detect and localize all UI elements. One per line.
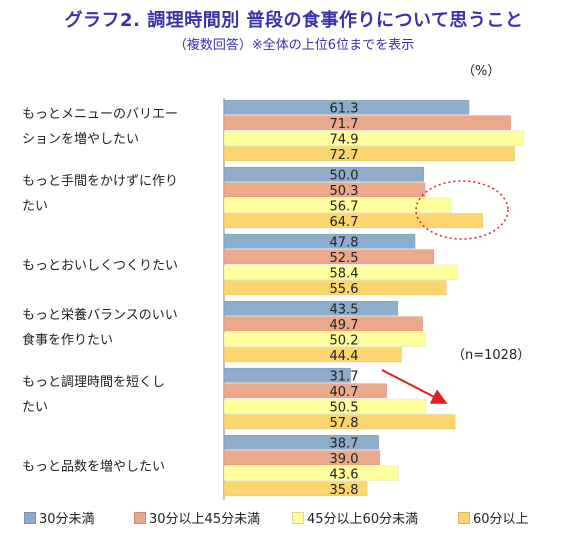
- data-label: 50.2: [330, 334, 359, 349]
- bar: [223, 115, 512, 131]
- bar: [223, 316, 424, 332]
- legend-item: 45分以上60分未満: [292, 508, 418, 527]
- data-label: 47.8: [330, 236, 359, 251]
- bar: [223, 166, 425, 182]
- legend-item: 30分以上45分未満: [134, 508, 260, 527]
- legend-label: 45分以上60分未満: [307, 512, 419, 527]
- category-label: もっと品数を増やしたい: [22, 460, 165, 475]
- data-label: 43.5: [330, 303, 359, 318]
- data-label: 52.5: [330, 251, 359, 266]
- bar: [223, 280, 447, 296]
- data-label: 40.7: [330, 385, 359, 400]
- bar: [223, 450, 381, 466]
- data-label: 56.7: [330, 200, 359, 215]
- chart-subtitle: （複数回答）※全体の上位6位までを表示: [173, 38, 415, 53]
- chart-title: グラフ2. 調理時間別 普段の食事作りについて思うこと: [64, 10, 524, 31]
- data-label: 50.3: [330, 184, 359, 199]
- legend-label: 30分未満: [39, 512, 95, 527]
- legend-label: 60分以上: [473, 512, 529, 527]
- bar: [223, 130, 524, 146]
- legend-swatch: [458, 511, 470, 524]
- legend: 30分未満 30分以上45分未満 45分以上60分未満 60分以上: [0, 508, 588, 530]
- bar: [223, 434, 380, 450]
- bar: [223, 182, 426, 198]
- data-label: 61.3: [330, 102, 359, 117]
- data-label: 50.5: [330, 401, 359, 416]
- bar: [223, 398, 427, 414]
- bar: [223, 481, 368, 497]
- highlight-ellipse: [415, 180, 509, 240]
- bar: [223, 347, 402, 363]
- data-label: 74.9: [330, 133, 359, 148]
- bar: [223, 249, 435, 265]
- data-label: 38.7: [330, 437, 359, 452]
- data-label: 43.6: [330, 468, 359, 483]
- category-label: もっと調理時間を短くしたい: [22, 375, 165, 415]
- data-label: 57.8: [330, 416, 359, 431]
- legend-swatch: [292, 511, 304, 524]
- legend-swatch: [134, 511, 146, 524]
- bar: [223, 197, 452, 213]
- data-label: 31.7: [330, 370, 359, 385]
- bar: [223, 264, 458, 280]
- unit-label: （%）: [462, 64, 501, 79]
- legend-swatch: [24, 511, 36, 524]
- data-label: 72.7: [330, 148, 359, 163]
- bar: [223, 233, 416, 249]
- data-label: 55.6: [330, 282, 359, 297]
- category-label: もっと栄養バランスのいい食事を作りたい: [22, 307, 178, 348]
- bar: [223, 99, 470, 115]
- data-label: 44.4: [330, 349, 359, 364]
- category-label: もっと手間をかけずに作りたい: [22, 174, 178, 214]
- data-label: 58.4: [330, 267, 359, 282]
- bar: [223, 367, 352, 383]
- bar: [223, 465, 399, 481]
- bar: [223, 414, 456, 430]
- data-label: 71.7: [330, 117, 359, 132]
- sample-size-label: （n=1028）: [452, 348, 531, 363]
- data-label: 49.7: [330, 318, 359, 333]
- bar: [223, 383, 388, 399]
- category-label: もっとおいしくつくりたい: [22, 259, 178, 274]
- data-label: 39.0: [330, 452, 359, 467]
- category-label: もっとメニューのバリエーションを増やしたい: [22, 107, 178, 147]
- bar: [223, 331, 426, 347]
- data-label: 50.0: [330, 169, 359, 184]
- data-label: 35.8: [330, 483, 359, 498]
- legend-label: 30分以上45分未満: [149, 512, 261, 527]
- highlight-arrow: [381, 369, 448, 404]
- legend-item: 60分以上: [458, 508, 529, 527]
- bar: [223, 146, 516, 162]
- bar: [223, 300, 399, 316]
- data-label: 64.7: [330, 215, 359, 230]
- legend-item: 30分未満: [24, 508, 95, 527]
